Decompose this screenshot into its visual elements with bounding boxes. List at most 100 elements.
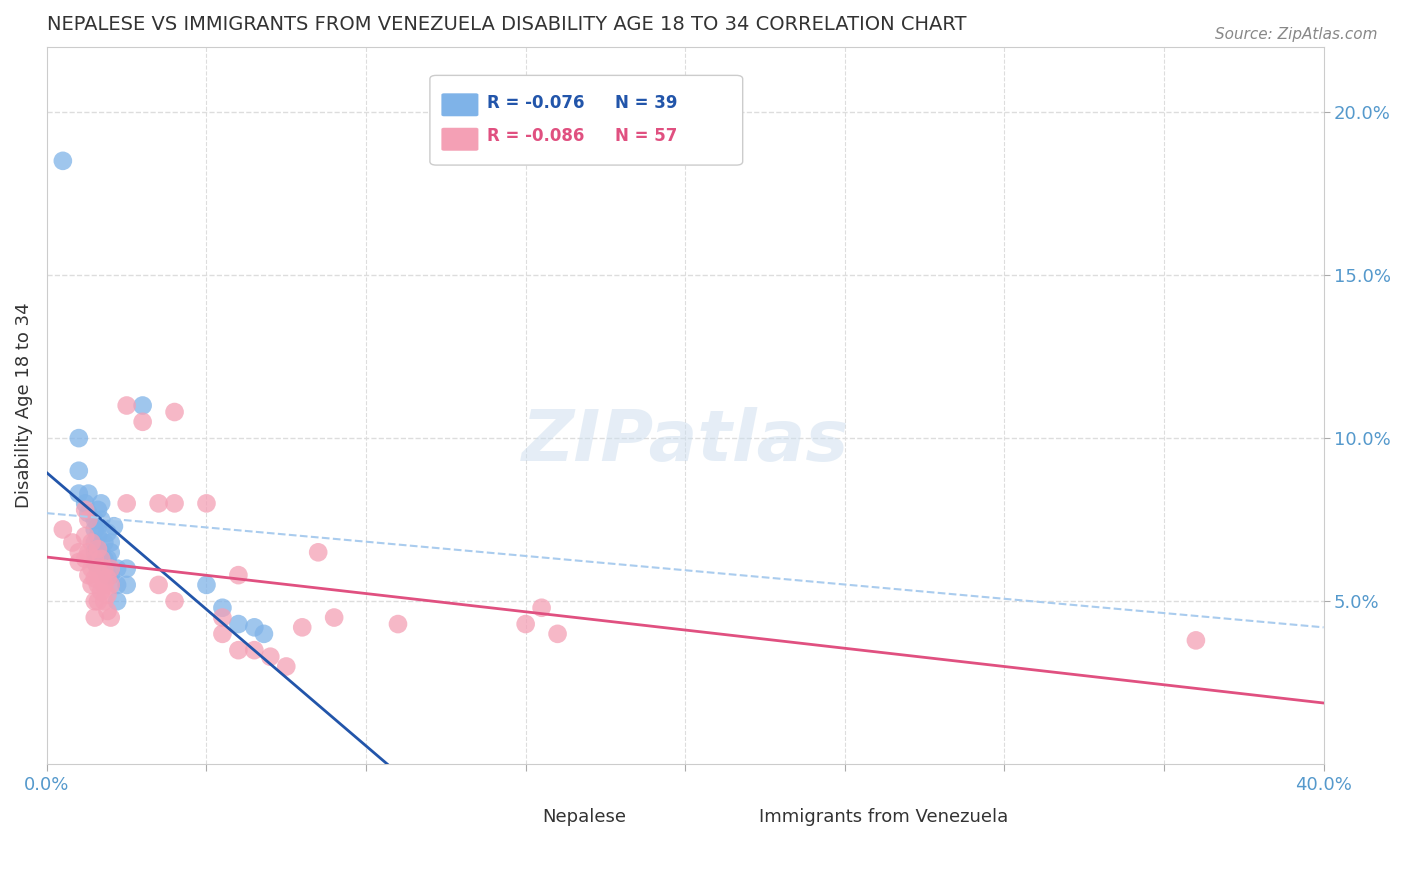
Point — [93, 551, 115, 566]
Point — [75, 503, 97, 517]
Point — [103, 519, 125, 533]
Point — [93, 578, 115, 592]
Point — [228, 617, 250, 632]
Point — [87, 542, 110, 557]
Point — [83, 523, 105, 537]
Point — [96, 604, 118, 618]
Point — [131, 415, 153, 429]
Point — [323, 610, 346, 624]
Point — [1185, 633, 1208, 648]
Point — [148, 496, 170, 510]
Point — [228, 643, 250, 657]
Point — [67, 464, 90, 478]
Point — [67, 545, 90, 559]
Point — [83, 610, 105, 624]
Text: R = -0.076: R = -0.076 — [488, 94, 585, 112]
FancyBboxPatch shape — [441, 128, 478, 151]
Point — [75, 496, 97, 510]
Point — [80, 535, 103, 549]
FancyBboxPatch shape — [491, 805, 534, 829]
Point — [93, 561, 115, 575]
Point — [96, 551, 118, 566]
Y-axis label: Disability Age 18 to 34: Disability Age 18 to 34 — [15, 302, 32, 508]
Point — [83, 513, 105, 527]
Point — [77, 568, 100, 582]
Point — [105, 561, 128, 575]
Point — [77, 545, 100, 559]
Point — [96, 525, 118, 540]
Point — [259, 649, 281, 664]
Point — [100, 568, 122, 582]
Point — [148, 578, 170, 592]
Point — [243, 643, 266, 657]
Point — [83, 551, 105, 566]
Point — [90, 545, 112, 559]
Point — [90, 551, 112, 566]
Text: NEPALESE VS IMMIGRANTS FROM VENEZUELA DISABILITY AGE 18 TO 34 CORRELATION CHART: NEPALESE VS IMMIGRANTS FROM VENEZUELA DI… — [46, 15, 966, 34]
Point — [77, 486, 100, 500]
Point — [163, 405, 186, 419]
Point — [387, 617, 409, 632]
Point — [228, 568, 250, 582]
Point — [243, 620, 266, 634]
Point — [96, 571, 118, 585]
Point — [90, 568, 112, 582]
Point — [515, 617, 537, 632]
Point — [276, 659, 298, 673]
Point — [87, 594, 110, 608]
Point — [131, 399, 153, 413]
Point — [115, 578, 138, 592]
Text: N = 57: N = 57 — [614, 128, 678, 145]
Point — [90, 496, 112, 510]
Point — [87, 519, 110, 533]
Point — [547, 627, 569, 641]
Point — [253, 627, 276, 641]
Point — [62, 535, 84, 549]
Point — [80, 561, 103, 575]
Point — [307, 545, 329, 559]
Point — [75, 529, 97, 543]
Point — [93, 561, 115, 575]
Point — [87, 503, 110, 517]
Point — [67, 555, 90, 569]
FancyBboxPatch shape — [441, 94, 478, 116]
Text: N = 39: N = 39 — [614, 94, 678, 112]
Point — [195, 578, 218, 592]
Point — [90, 584, 112, 599]
Point — [52, 523, 75, 537]
Point — [195, 496, 218, 510]
Point — [163, 594, 186, 608]
FancyBboxPatch shape — [430, 75, 742, 165]
Point — [100, 535, 122, 549]
Point — [93, 535, 115, 549]
Point — [83, 555, 105, 569]
Point — [100, 561, 122, 575]
Point — [87, 529, 110, 543]
Point — [67, 431, 90, 445]
Point — [77, 506, 100, 520]
Text: Nepalese: Nepalese — [543, 808, 626, 826]
Point — [211, 610, 233, 624]
Point — [83, 535, 105, 549]
Text: ZIPatlas: ZIPatlas — [522, 407, 849, 476]
Point — [83, 545, 105, 559]
Point — [67, 486, 90, 500]
Point — [80, 578, 103, 592]
Point — [291, 620, 314, 634]
Point — [77, 513, 100, 527]
Point — [105, 578, 128, 592]
Point — [96, 588, 118, 602]
Point — [52, 153, 75, 168]
Point — [163, 496, 186, 510]
Point — [87, 561, 110, 575]
Text: Immigrants from Venezuela: Immigrants from Venezuela — [759, 808, 1008, 826]
Point — [75, 551, 97, 566]
Point — [83, 594, 105, 608]
Text: R = -0.086: R = -0.086 — [488, 128, 585, 145]
Text: Source: ZipAtlas.com: Source: ZipAtlas.com — [1215, 27, 1378, 42]
Point — [83, 571, 105, 585]
Point — [115, 399, 138, 413]
Point — [100, 545, 122, 559]
FancyBboxPatch shape — [709, 805, 752, 829]
Point — [115, 561, 138, 575]
